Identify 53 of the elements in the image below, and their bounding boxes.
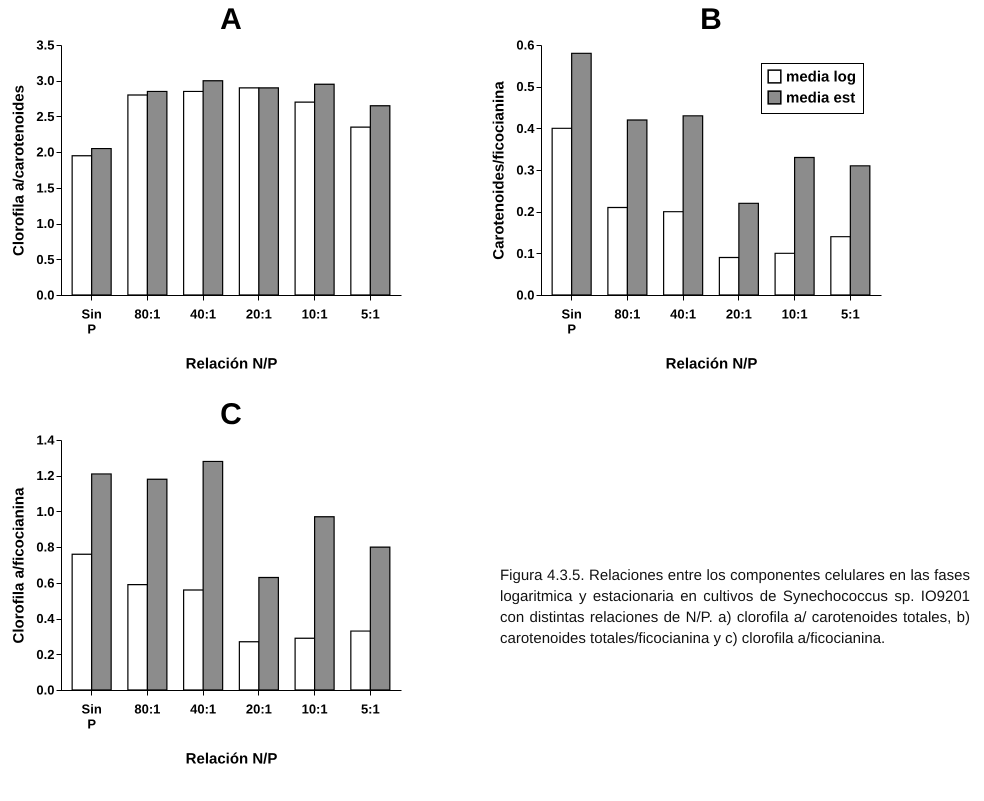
x-tick-label: 5:1 xyxy=(360,306,380,322)
y-tick-label: 1.2 xyxy=(36,468,54,484)
x-tick-label: 20:1 xyxy=(246,306,272,322)
y-tick-label: 2.0 xyxy=(36,144,54,160)
chart-title: B xyxy=(700,3,722,36)
y-tick-label: 0.4 xyxy=(516,120,536,136)
x-tick-label: 5:1 xyxy=(360,702,380,716)
x-axis-title: Relación N/P xyxy=(666,356,758,372)
y-tick-label: 0.0 xyxy=(36,682,54,698)
y-tick-label: 3.0 xyxy=(36,73,54,88)
y-tick-label: 1.0 xyxy=(36,216,54,232)
y-tick-label: 0.6 xyxy=(36,575,54,590)
x-tick-label: 10:1 xyxy=(782,306,808,322)
y-tick-label: 0.1 xyxy=(516,246,534,261)
text: Figura 4.3.5. Relaciones entre los componentes celulares en las fases logaritmica y estacionaria en cultivos de Synechococcus sp. IO9201 con distintas relaciones de N/P. a) clorofila a/ carotenoides totales, b) carotenoides totales/ficocianina y c) clorofila a/ficocianina. xyxy=(500,566,970,649)
x-tick-label: Sin P xyxy=(82,306,102,336)
y-axis-title: Carotenoides/ficocianina xyxy=(490,80,508,260)
y-tick-label: 0.2 xyxy=(516,204,534,220)
y-tick-label: 3.5 xyxy=(36,38,54,52)
x-tick-label: Sin P xyxy=(562,306,582,336)
y-tick-label: 0.2 xyxy=(36,646,54,662)
y-tick-label: 0.5 xyxy=(36,252,54,267)
y-tick-label: 0.4 xyxy=(36,611,56,626)
x-tick-label: 5:1 xyxy=(840,306,860,322)
y-tick-label: 0.0 xyxy=(36,288,54,302)
legend-label: media est xyxy=(786,90,856,106)
y-tick-label: 2.5 xyxy=(36,108,54,124)
x-tick-label: 40:1 xyxy=(190,702,216,716)
x-tick-label: 80:1 xyxy=(614,306,640,322)
y-tick-label: 0.8 xyxy=(36,540,54,555)
x-tick-label: 20:1 xyxy=(246,702,272,716)
x-tick-label: 40:1 xyxy=(670,306,696,322)
x-axis-title: Relación N/P xyxy=(186,356,278,372)
chart-title: C xyxy=(220,398,242,431)
y-axis-title: Clorofila a/ficocianina xyxy=(10,486,28,644)
x-tick-label: 80:1 xyxy=(134,702,160,716)
x-axis-title: Relación N/P xyxy=(186,750,278,768)
y-tick-label: 1.4 xyxy=(36,432,56,448)
x-tick-label: 40:1 xyxy=(190,306,216,322)
x-tick-label: 20:1 xyxy=(726,306,752,322)
y-tick-label: 1.5 xyxy=(36,180,54,196)
x-tick-label: 80:1 xyxy=(134,306,160,322)
y-tick-label: 0.5 xyxy=(516,79,534,94)
chart-title: A xyxy=(220,3,242,36)
y-axis-title: Clorofila a/carotenoides xyxy=(10,85,28,256)
y-tick-label: 0.6 xyxy=(516,38,534,52)
x-tick-label: 10:1 xyxy=(302,702,328,716)
y-tick-label: 0.0 xyxy=(516,288,534,302)
x-tick-label: Sin P xyxy=(82,702,102,732)
legend-label: media log xyxy=(786,68,856,86)
x-tick-label: 10:1 xyxy=(302,306,328,322)
y-tick-label: 0.3 xyxy=(516,162,534,178)
y-tick-label: 1.0 xyxy=(36,504,54,519)
